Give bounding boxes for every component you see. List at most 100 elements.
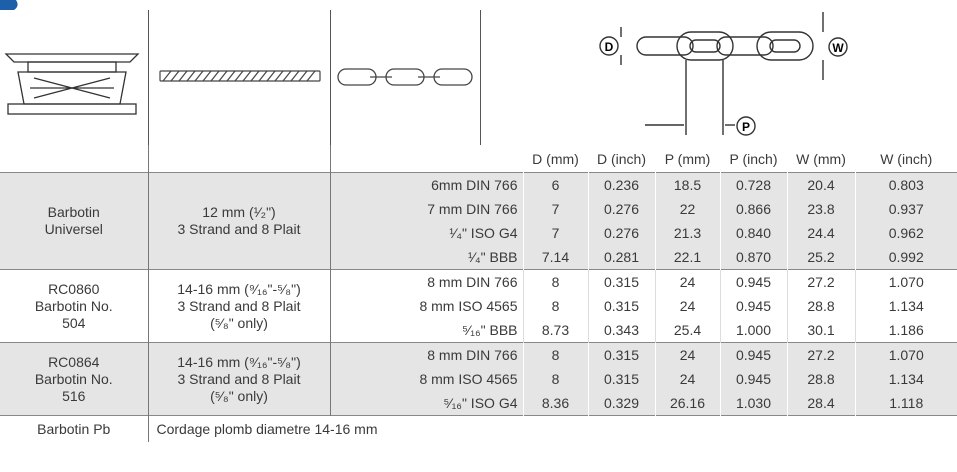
header-blank bbox=[329, 145, 523, 173]
rope-spec: 12 mm (¹⁄₂") 3 Strand and 8 Plait bbox=[147, 172, 330, 270]
data-row: RC0864 Barbotin No. 516 14-16 mm (⁹⁄₁₆"-⁵⁄₈… bbox=[0, 342, 957, 416]
chain-type: ⁵⁄₁₆" ISO G4 bbox=[329, 391, 523, 416]
value-cell: 0.945 bbox=[719, 294, 787, 318]
value-cell: 18.5 bbox=[654, 172, 720, 197]
value-cell: 8.73 bbox=[522, 318, 588, 343]
rope-spec-line: 14-16 mm (⁹⁄₁₆"-⁵⁄₈") bbox=[177, 353, 301, 370]
rope-spec-line: (⁵⁄₈" only) bbox=[210, 387, 268, 404]
data-row: ¹⁄₄" ISO G4 7 0.276 21.3 0.840 24.4 0.962 bbox=[0, 221, 957, 245]
column-header: P (mm) bbox=[654, 145, 720, 173]
group-name: RC0864 Barbotin No. 516 bbox=[0, 342, 148, 416]
chain-type: 7 mm DIN 766 bbox=[329, 197, 523, 221]
column-header: W (mm) bbox=[786, 145, 855, 173]
value-cell: 20.4 bbox=[786, 172, 855, 197]
value-cell: 23.8 bbox=[786, 197, 855, 221]
value-cell: 8 bbox=[522, 342, 588, 367]
header-images: D P W bbox=[0, 0, 848, 145]
value-cell: 25.2 bbox=[786, 245, 855, 270]
value-cell: 1.070 bbox=[854, 269, 957, 294]
group-name: RC0860 Barbotin No. 504 bbox=[0, 269, 148, 343]
column-header: D (mm) bbox=[522, 145, 588, 173]
group-name-line: Barbotin No. bbox=[34, 297, 113, 314]
value-cell: 0.870 bbox=[719, 245, 787, 270]
value-cell: 6 bbox=[522, 172, 588, 197]
chain-icon bbox=[337, 68, 473, 86]
data-row: RC0860 Barbotin No. 504 14-16 mm (⁹⁄₁₆"-⁵⁄₈… bbox=[0, 269, 957, 343]
value-cell: 25.4 bbox=[654, 318, 720, 343]
value-cell: 0.315 bbox=[587, 367, 655, 391]
rope-spec-line: 14-16 mm (⁹⁄₁₆"-⁵⁄₈") bbox=[177, 280, 301, 297]
winch-icon bbox=[4, 53, 140, 115]
value-cell: 0.728 bbox=[719, 172, 787, 197]
value-cell: 0.945 bbox=[719, 269, 787, 294]
value-cell: 8 bbox=[522, 269, 588, 294]
rope-spec-line: 3 Strand and 8 Plait bbox=[177, 221, 301, 237]
value-cell: 7.14 bbox=[522, 245, 588, 270]
heading-fragment bbox=[0, 0, 18, 10]
value-cell: 24 bbox=[654, 294, 720, 318]
value-cell: 27.2 bbox=[786, 269, 855, 294]
data-row: ⁵⁄₁₆" BBB 8.73 0.343 25.4 1.000 30.1 1.186 bbox=[0, 318, 957, 343]
column-header: W (inch) bbox=[854, 145, 957, 173]
diagram-label: W bbox=[832, 41, 844, 55]
column-header: P (inch) bbox=[719, 145, 787, 173]
value-cell: 1.030 bbox=[719, 391, 787, 416]
value-cell: 21.3 bbox=[654, 221, 720, 245]
rope-spec-line: 3 Strand and 8 Plait bbox=[177, 297, 301, 314]
value-cell: 0.315 bbox=[587, 342, 655, 367]
value-cell: 1.000 bbox=[719, 318, 787, 343]
value-cell: 0.236 bbox=[587, 172, 655, 197]
group-name-line: RC0864 bbox=[48, 353, 100, 370]
value-cell: 0.962 bbox=[854, 221, 957, 245]
value-cell: 22.1 bbox=[654, 245, 720, 270]
value-cell: 0.945 bbox=[719, 342, 787, 367]
rope-spec-line: 3 Strand and 8 Plait bbox=[177, 370, 301, 387]
chain-type: 8 mm ISO 4565 bbox=[329, 367, 523, 391]
value-cell: 8.36 bbox=[522, 391, 588, 416]
group-name: Barbotin Universel bbox=[0, 172, 148, 270]
value-cell: 0.803 bbox=[854, 172, 957, 197]
value-cell: 22 bbox=[654, 197, 720, 221]
group-name-line: Universel bbox=[44, 221, 103, 237]
label-circle bbox=[736, 116, 756, 136]
header-blank bbox=[0, 145, 148, 173]
value-cell: 0.866 bbox=[719, 197, 787, 221]
value-cell: 28.8 bbox=[786, 294, 855, 318]
group-name-line: 516 bbox=[62, 387, 86, 404]
group-name-line: RC0860 bbox=[48, 280, 100, 297]
value-cell: 0.281 bbox=[587, 245, 655, 270]
chain-diagram bbox=[620, 12, 824, 135]
header-row: D (mm) D (inch) P (mm) P (inch) W (mm) W (inc… bbox=[0, 145, 957, 173]
rope-spec-line: (⁵⁄₈" only) bbox=[210, 314, 268, 331]
value-cell: 27.2 bbox=[786, 342, 855, 367]
chain-type: 8 mm ISO 4565 bbox=[329, 294, 523, 318]
value-cell: 0.992 bbox=[854, 245, 957, 270]
value-cell: 1.070 bbox=[854, 342, 957, 367]
value-cell: 30.1 bbox=[786, 318, 855, 343]
chain-type: 8 mm DIN 766 bbox=[329, 269, 523, 294]
label-circle bbox=[599, 36, 619, 56]
value-cell: 26.16 bbox=[654, 391, 720, 416]
data-row: 8 mm ISO 4565 8 0.315 24 0.945 28.8 1.134 bbox=[0, 294, 957, 318]
value-cell: 24.4 bbox=[786, 221, 855, 245]
group-name-line: Barbotin bbox=[47, 204, 100, 220]
value-cell: 1.134 bbox=[854, 367, 957, 391]
data-row: 8 mm ISO 4565 8 0.315 24 0.945 28.8 1.134 bbox=[0, 367, 957, 391]
value-cell: 0.329 bbox=[587, 391, 655, 416]
value-cell: 24 bbox=[654, 367, 720, 391]
data-row: Barbotin Universel 12 mm (¹⁄₂") 3 Strand an… bbox=[0, 172, 957, 270]
value-cell: 0.276 bbox=[587, 221, 655, 245]
diagram-label: P bbox=[742, 120, 750, 134]
value-cell: 1.186 bbox=[854, 318, 957, 343]
chain-type: ¹⁄₄" ISO G4 bbox=[329, 221, 523, 245]
value-cell: 1.134 bbox=[854, 294, 957, 318]
value-cell: 7 bbox=[522, 221, 588, 245]
value-cell: 28.4 bbox=[786, 391, 855, 416]
rope-icon bbox=[159, 70, 321, 82]
footer-row: Barbotin Pb Cordage plomb diametre 14-16 … bbox=[0, 415, 957, 442]
rope-spec: 14-16 mm (⁹⁄₁₆"-⁵⁄₈") 3 Strand and 8 Plai… bbox=[147, 269, 330, 343]
chain-type: 6mm DIN 766 bbox=[329, 172, 523, 197]
rope-spec-line: 12 mm (¹⁄₂") bbox=[202, 204, 276, 220]
value-cell: 8 bbox=[522, 294, 588, 318]
